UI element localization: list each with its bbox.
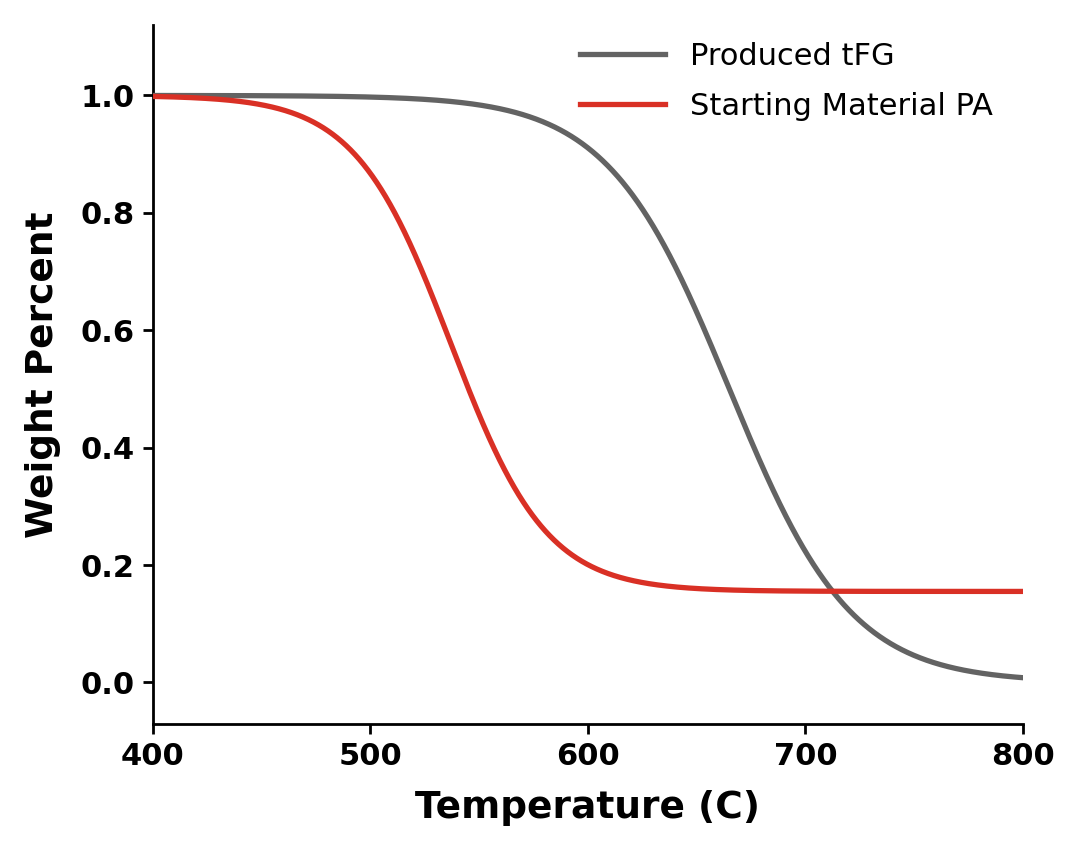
X-axis label: Temperature (C): Temperature (C) [416, 790, 760, 826]
Starting Material PA [779, 585, 792, 596]
Starting Material PA [990, 586, 1003, 597]
Starting Material PA [518, 500, 531, 510]
Line: Starting Material PA: Starting Material PA [152, 96, 1023, 591]
Produced tFG [518, 111, 531, 121]
Produced tFG [512, 108, 525, 118]
Produced tFG [146, 90, 159, 100]
Starting Material PA [146, 91, 159, 101]
Starting Material PA [512, 489, 525, 500]
Produced tFG [779, 509, 792, 519]
Produced tFG [559, 129, 572, 139]
Produced tFG [946, 663, 959, 673]
Line: Produced tFG: Produced tFG [152, 95, 1023, 677]
Starting Material PA [946, 586, 959, 597]
Produced tFG [990, 670, 1003, 680]
Legend: Produced tFG, Starting Material PA: Produced tFG, Starting Material PA [565, 26, 1008, 136]
Starting Material PA [559, 545, 572, 556]
Starting Material PA [1016, 586, 1029, 597]
Produced tFG [1016, 672, 1029, 683]
Y-axis label: Weight Percent: Weight Percent [25, 211, 60, 538]
